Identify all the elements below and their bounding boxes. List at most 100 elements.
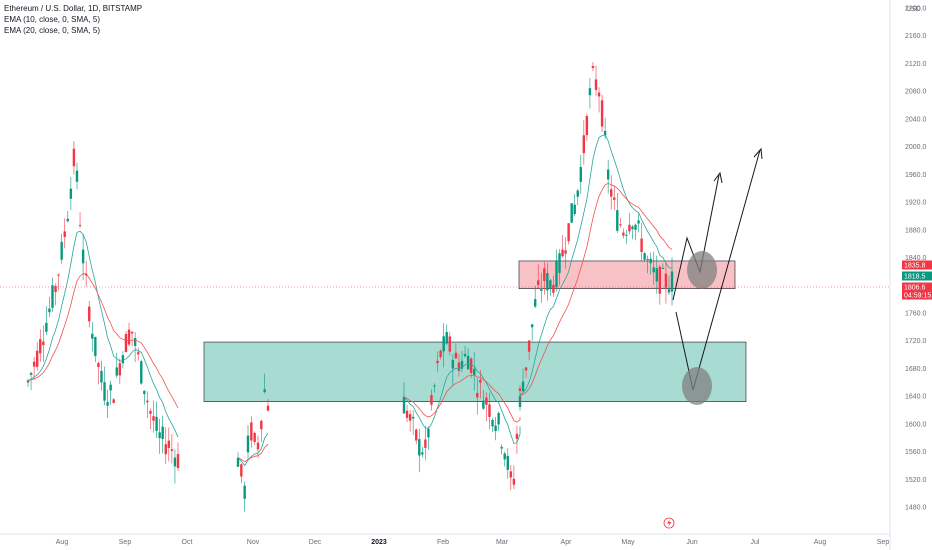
candle-body bbox=[256, 442, 260, 450]
price-tick: 1760.0 bbox=[905, 310, 927, 317]
candle-body bbox=[451, 360, 455, 369]
time-tick: Sep bbox=[119, 539, 132, 546]
candle-body bbox=[263, 389, 266, 392]
price-tick: 1840.0 bbox=[905, 255, 927, 262]
svg-text:1818.5: 1818.5 bbox=[904, 274, 926, 281]
candle-body bbox=[491, 419, 494, 427]
price-tick: 1880.0 bbox=[905, 227, 927, 234]
candle-body bbox=[106, 402, 109, 406]
price-tick: 2120.0 bbox=[905, 61, 927, 68]
candle-body bbox=[42, 341, 45, 346]
arrow-head-icon bbox=[713, 171, 723, 184]
candle-body bbox=[161, 426, 164, 439]
candle-body bbox=[561, 249, 564, 257]
candle-body bbox=[35, 350, 39, 367]
time-axis[interactable]: Aug Sep Oct Nov Dec 2023 Feb Mar Apr May Jun Jul Aug… bbox=[56, 539, 890, 546]
chart-legend: Ethereum / U.S. Dollar, 1D, BITSTAMP EMA… bbox=[4, 3, 142, 36]
price-tag: 1835.8 bbox=[902, 260, 932, 270]
candle-body bbox=[127, 329, 131, 345]
candle-body bbox=[164, 444, 167, 455]
time-tick: Dec bbox=[309, 539, 322, 546]
price-tick: 1680.0 bbox=[905, 366, 927, 373]
candle-body bbox=[94, 336, 97, 357]
ema-10-line bbox=[27, 230, 179, 438]
candle-body bbox=[527, 340, 531, 352]
price-tick: 1560.0 bbox=[905, 449, 927, 456]
candle-body bbox=[29, 373, 33, 375]
candle-body bbox=[652, 267, 655, 273]
target-circle-upper[interactable] bbox=[687, 251, 717, 289]
candle-body bbox=[411, 416, 415, 419]
candle-body bbox=[530, 324, 534, 328]
ema-20-line bbox=[237, 443, 269, 463]
candle-body bbox=[146, 400, 149, 403]
price-tick: 1640.0 bbox=[905, 394, 927, 401]
candle-body bbox=[69, 188, 73, 199]
candle-body bbox=[72, 148, 76, 167]
candle-body bbox=[170, 449, 174, 451]
candle-body bbox=[546, 272, 549, 291]
svg-text:04:59:15: 04:59:15 bbox=[904, 293, 931, 300]
candle-body bbox=[625, 234, 628, 236]
candle-body bbox=[582, 135, 586, 154]
candle-body bbox=[121, 355, 125, 364]
candle-body bbox=[176, 454, 180, 469]
candle-body bbox=[670, 271, 674, 292]
candle-body bbox=[39, 339, 42, 354]
candle-body bbox=[155, 416, 158, 431]
candle-body bbox=[518, 388, 522, 391]
candle-body bbox=[576, 190, 579, 197]
candle-body bbox=[109, 384, 112, 391]
candle-body bbox=[439, 350, 442, 358]
arrow-head-icon bbox=[753, 147, 763, 160]
candle-body bbox=[603, 130, 607, 136]
candle-body bbox=[534, 299, 537, 307]
candle-body bbox=[613, 197, 616, 200]
candle-body bbox=[600, 100, 604, 127]
candle-body bbox=[515, 433, 519, 439]
candle-body bbox=[436, 360, 439, 364]
price-tick: 1520.0 bbox=[905, 477, 927, 484]
candle-body bbox=[88, 306, 91, 322]
lightning-icon[interactable] bbox=[663, 517, 675, 529]
candle-body bbox=[466, 355, 470, 370]
candle-body bbox=[497, 413, 500, 425]
candle-body bbox=[81, 249, 85, 264]
zones-layer bbox=[203, 260, 747, 402]
ema-20-line bbox=[403, 374, 521, 423]
candle-body bbox=[137, 352, 140, 355]
target-circle-lower[interactable] bbox=[682, 367, 712, 405]
price-tick: 1920.0 bbox=[905, 200, 927, 207]
price-tag: 1818.5 bbox=[902, 271, 932, 281]
candle-body bbox=[488, 404, 491, 417]
candle-body bbox=[457, 362, 461, 371]
candle-body bbox=[402, 396, 406, 414]
candle-body bbox=[54, 286, 57, 293]
candle-body bbox=[415, 429, 418, 441]
candle-body bbox=[500, 446, 503, 449]
candles-layer bbox=[26, 62, 674, 512]
candle-body bbox=[236, 457, 240, 467]
candle-body bbox=[91, 333, 94, 339]
candle-body bbox=[84, 273, 88, 276]
candle-body bbox=[430, 394, 433, 405]
candle-body bbox=[585, 115, 589, 136]
candle-body bbox=[152, 416, 155, 421]
drawings-layer bbox=[672, 147, 763, 405]
time-tick: Oct bbox=[182, 539, 193, 546]
candle-body bbox=[463, 354, 467, 357]
candle-body bbox=[616, 210, 619, 231]
candle-body bbox=[555, 260, 558, 288]
candle-body bbox=[60, 241, 63, 260]
candle-body bbox=[75, 170, 79, 182]
candle-body bbox=[253, 432, 256, 442]
candle-body bbox=[588, 88, 592, 96]
time-tick: Feb bbox=[437, 539, 449, 546]
legend-ema-10: EMA (10, close, 0, SMA, 5) bbox=[4, 15, 101, 24]
svg-text:1835.8: 1835.8 bbox=[904, 263, 926, 270]
candle-body bbox=[266, 405, 270, 411]
candle-body bbox=[579, 167, 582, 182]
candle-body bbox=[167, 440, 171, 448]
